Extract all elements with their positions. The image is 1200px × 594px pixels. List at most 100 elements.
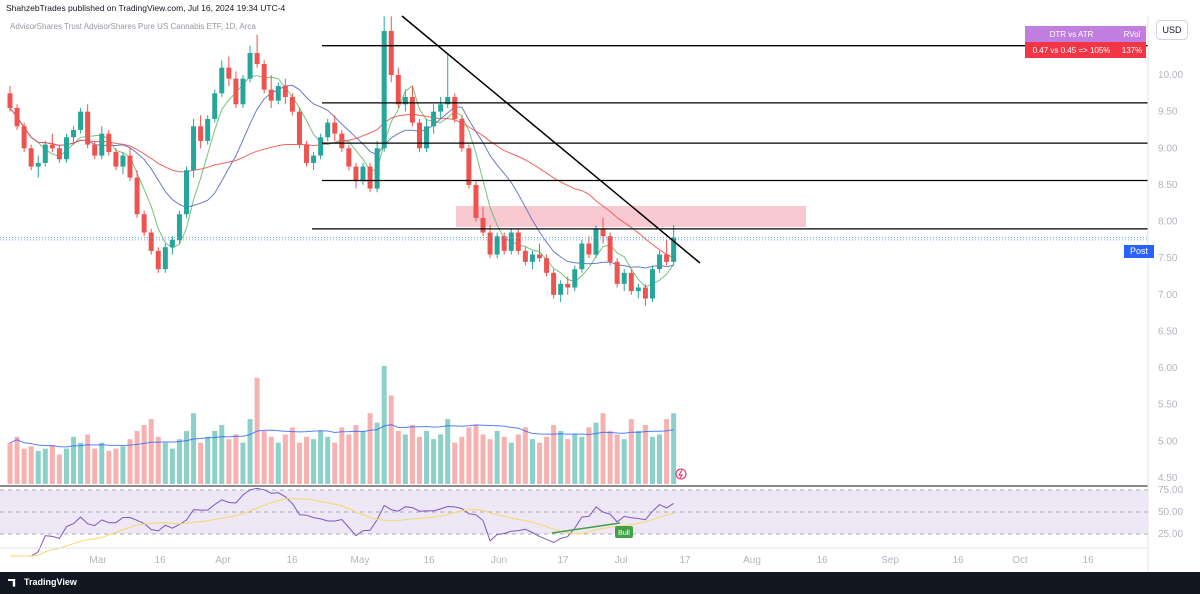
candle-body	[198, 126, 204, 141]
candle-body	[579, 243, 585, 270]
candle-body	[254, 53, 260, 65]
candle-body	[487, 232, 493, 255]
candle-body	[141, 214, 147, 233]
supply-zone	[456, 206, 806, 227]
candle	[381, 16, 387, 152]
tradingview-logo[interactable]: TradingView	[8, 577, 77, 587]
candle-body	[63, 137, 69, 160]
candle	[529, 250, 535, 270]
price-tick-label: 7.00	[1158, 290, 1178, 301]
candle	[198, 115, 204, 149]
candle	[332, 115, 338, 141]
volume-bar	[198, 442, 204, 484]
candle-body	[332, 122, 338, 134]
candle	[155, 247, 161, 273]
candle	[261, 60, 267, 94]
price-tick-label: 8.00	[1158, 217, 1178, 228]
candle	[205, 115, 211, 145]
candle	[501, 232, 507, 255]
candle	[445, 53, 451, 108]
candle	[374, 140, 380, 193]
candle-body	[515, 232, 521, 251]
price-tick-label: 8.50	[1158, 180, 1178, 191]
candle	[551, 269, 557, 299]
candle-body	[537, 254, 542, 259]
moving-averages	[9, 75, 675, 288]
volume-bar	[184, 430, 189, 484]
candle	[353, 162, 359, 189]
candle	[494, 232, 500, 259]
candle-body	[21, 126, 27, 149]
candle-body	[148, 232, 154, 251]
volume-bar	[42, 448, 48, 484]
candle-body	[311, 155, 317, 163]
price-tick-label: 6.50	[1158, 326, 1178, 337]
candle-body	[106, 133, 112, 152]
candle-body	[205, 118, 211, 141]
price-axis-bg	[1148, 16, 1200, 572]
candles	[7, 16, 677, 306]
footer-logo-text: TradingView	[24, 577, 77, 587]
currency-button[interactable]: USD	[1156, 20, 1188, 40]
candle	[162, 243, 168, 273]
candle-body	[628, 272, 634, 292]
candle	[339, 129, 345, 152]
volume-bar	[275, 442, 281, 484]
candle	[56, 144, 62, 163]
time-tick-label: Mar	[89, 555, 107, 566]
volume-bar	[28, 446, 34, 484]
volume-bar	[212, 430, 218, 484]
volume-bar	[176, 439, 182, 484]
candle	[28, 144, 34, 171]
candle	[579, 239, 585, 273]
candle-body	[176, 214, 182, 240]
candle-body	[671, 237, 677, 262]
candle-body	[480, 217, 486, 233]
candle-body	[452, 96, 458, 119]
candle-body	[169, 239, 175, 248]
rvol-value: 137%	[1118, 42, 1146, 58]
candle-body	[508, 232, 514, 251]
volume-bar	[35, 450, 41, 484]
candle-body	[275, 85, 281, 101]
time-tick-label: May	[351, 555, 370, 566]
candle-body	[360, 166, 366, 182]
trendline	[401, 15, 701, 264]
volume-bar	[544, 436, 550, 484]
candle	[275, 82, 281, 105]
volume-bar	[49, 445, 55, 484]
time-tick-label: 16	[1082, 555, 1094, 566]
volume-bar	[63, 448, 69, 484]
volume-bar	[657, 434, 663, 484]
candle	[219, 60, 225, 97]
price-tick-label: 5.50	[1158, 400, 1178, 411]
candle	[92, 140, 98, 160]
candle-body	[92, 144, 98, 156]
candle-body	[607, 236, 613, 262]
candle-body	[247, 53, 253, 79]
lightning-icon-bolt	[678, 469, 683, 479]
candle-body	[438, 104, 444, 112]
candle-body	[381, 31, 387, 149]
candle	[71, 126, 77, 145]
time-tick-label: Apr	[215, 555, 231, 566]
rsi-tick-label: 25.00	[1158, 529, 1183, 540]
time-tick-label: Jul	[615, 555, 628, 566]
candle	[49, 133, 55, 152]
candle-body	[657, 254, 663, 270]
candle	[191, 118, 197, 178]
candle-body	[395, 75, 401, 105]
volume-bar	[586, 427, 592, 484]
candle-body	[226, 67, 232, 79]
price-tick-label: 4.50	[1158, 473, 1178, 484]
candle-body	[416, 122, 422, 149]
candle	[240, 75, 246, 108]
axes: 10.00 9.50 9.00 8.50 8.00 7.50 7.00 6.50 6.00 5.5…	[0, 16, 1200, 572]
ma-fast-line	[9, 75, 675, 288]
candle	[431, 104, 437, 134]
candle-body	[261, 64, 267, 90]
candle	[42, 140, 48, 167]
candle	[99, 126, 105, 160]
candle	[7, 85, 13, 112]
